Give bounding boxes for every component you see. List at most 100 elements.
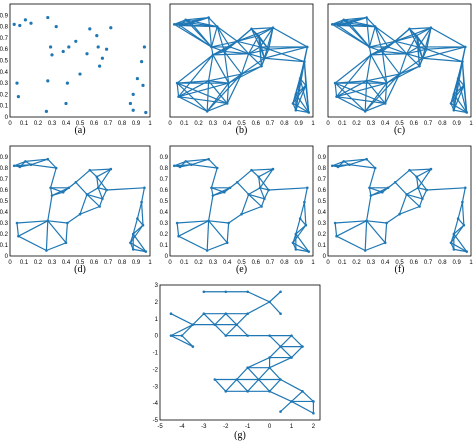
x-tick-label: 0.4: [223, 260, 232, 266]
graph-node: [225, 241, 229, 245]
graph-node: [421, 197, 424, 201]
graph-edge: [416, 168, 432, 178]
y-tick-label: 0.5: [0, 199, 9, 205]
panel-e-edges: [174, 158, 310, 253]
graph-edge: [240, 194, 250, 215]
graph-edge: [395, 40, 419, 48]
graph-edge: [248, 53, 262, 67]
graph-node: [263, 197, 266, 201]
panel-d-caption: (d): [74, 264, 86, 275]
graph-node: [169, 334, 173, 337]
graph-node: [363, 110, 367, 113]
graph-node: [393, 39, 397, 43]
sensor-point: [131, 108, 135, 112]
graph-edge: [211, 40, 238, 48]
graph-edge: [337, 24, 370, 48]
graph-node: [369, 194, 373, 197]
graph-edge: [418, 198, 423, 207]
panel-f-caption: (f): [395, 264, 405, 275]
graph-edge: [210, 187, 214, 196]
graph-edge: [216, 26, 231, 48]
y-tick-label: -4: [153, 401, 159, 407]
graph-node: [463, 45, 467, 49]
graph-node: [279, 290, 282, 294]
y-tick-label: 0.9: [0, 13, 9, 19]
graph-edge: [295, 248, 309, 253]
graph-node: [12, 164, 16, 168]
graph-edge: [295, 85, 307, 111]
graph-node: [258, 45, 262, 49]
x-tick-label: 0.9: [453, 121, 462, 127]
graph-edge: [259, 187, 265, 200]
graph-edge: [259, 27, 274, 48]
panel-d: 0 0.1 0.2 0.3 0.4 0.5 0.6 0.7 0.8 0.9 1 0 0.1 0.2 0.3 0…: [0, 145, 152, 275]
x-tick-label: 0: [326, 260, 330, 266]
y-tick-label: -2: [153, 367, 159, 373]
graph-edge: [299, 218, 307, 226]
graph-edge: [280, 400, 292, 413]
graph-edge: [86, 187, 99, 195]
graph-edge: [292, 224, 307, 244]
y-tick-label: 0.3: [318, 221, 327, 227]
x-tick-label: 1: [311, 260, 315, 266]
x-tick-label: 0.8: [118, 260, 127, 266]
graph-node: [178, 24, 182, 27]
graph-edge: [422, 57, 463, 63]
x-tick-label: 0.4: [62, 121, 71, 127]
y-tick-label: 0.7: [0, 36, 9, 42]
graph-node: [416, 186, 420, 190]
graph-node: [271, 167, 275, 171]
graph-node: [18, 165, 22, 169]
graph-edge: [295, 218, 301, 235]
graph-edge: [178, 54, 214, 98]
sensor-point: [142, 45, 146, 49]
graph-edge: [299, 201, 306, 219]
graph-edge: [30, 158, 48, 166]
graph-edge: [248, 46, 261, 55]
graph-edge: [453, 233, 468, 252]
x-tick-label: 0: [168, 121, 172, 127]
panel-a-caption: (a): [74, 125, 85, 136]
graph-edge: [272, 27, 308, 48]
graph-edge: [336, 96, 366, 112]
graph-node: [415, 34, 418, 37]
graph-edge: [236, 181, 250, 195]
graph-edge: [269, 346, 281, 358]
panel-a: 0 0.1 0.2 0.3 0.4 0.5 0.6 0.7 0.8 0.9 1 0 0.1 0.2 0.3 0…: [0, 3, 152, 136]
sensor-point: [18, 23, 22, 28]
panel-g-nodes: [169, 290, 315, 415]
graph-edge: [263, 189, 270, 200]
graph-edge: [185, 158, 209, 162]
sensor-point: [141, 83, 145, 87]
graph-edge: [16, 220, 48, 224]
graph-edge: [206, 220, 210, 251]
sensor-point: [49, 45, 53, 49]
graph-node: [449, 241, 453, 245]
graph-edge: [101, 189, 108, 200]
graph-node: [247, 52, 250, 56]
graph-node: [348, 163, 351, 166]
graph-node: [456, 217, 460, 220]
graph-node: [342, 160, 346, 163]
graph-edge: [374, 26, 389, 48]
graph-node: [303, 60, 306, 63]
graph-node: [95, 175, 99, 179]
graph-node: [54, 166, 58, 170]
x-tick-label: 0: [8, 260, 12, 266]
graph-node: [301, 345, 304, 348]
graph-node: [386, 186, 390, 190]
y-tick-label: 0.4: [160, 210, 169, 216]
panel-b-caption: (b): [236, 125, 248, 136]
graph-edge: [295, 61, 306, 111]
graph-edge: [129, 224, 144, 244]
graph-edge: [210, 167, 218, 188]
graph-node: [207, 219, 210, 223]
x-tick-label: 0.7: [104, 260, 113, 266]
graph-node: [456, 77, 460, 80]
graph-node: [213, 378, 217, 381]
y-tick-label: 0.5: [318, 199, 327, 205]
x-tick-label: 0.3: [48, 121, 57, 127]
y-tick-label: -1: [153, 351, 159, 357]
panel-g: -5 -4 -3 -2 -1 0 1 2 3 2 1 0 -1 -2 -3 -4 -5 (g): [153, 283, 321, 441]
graph-edge: [366, 17, 371, 47]
